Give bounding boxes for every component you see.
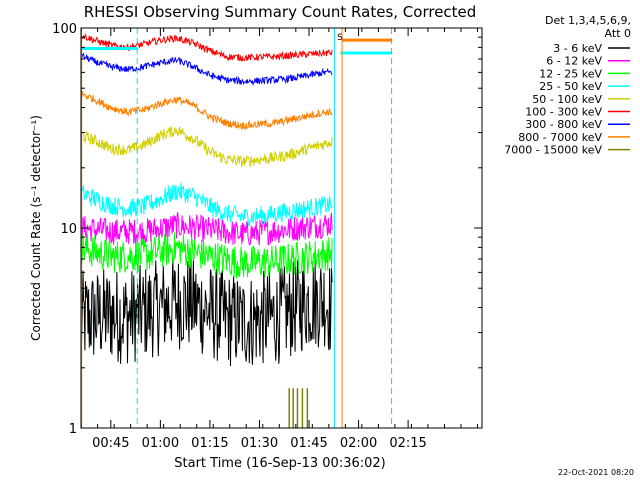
x-axis-label: Start Time (16-Sep-13 00:36:02): [174, 456, 385, 471]
post-gap-segments: [81, 38, 392, 55]
legend-label: 6 - 12 keV: [546, 55, 602, 68]
series-line: [80, 255, 333, 367]
series-800-7000-kev: [80, 91, 333, 131]
series-7000-15000-kev: [288, 388, 309, 428]
x-tick-label: 02:00: [340, 436, 377, 451]
legend-title: Det 1,3,4,5,6,9,: [545, 14, 631, 27]
legend-label: 800 - 7000 keV: [518, 131, 602, 144]
series-line: [80, 212, 333, 246]
legend-label: 50 - 100 keV: [532, 93, 602, 106]
series-300-800-kev: [80, 53, 333, 87]
y-tick-label: 1: [69, 422, 77, 437]
plot-timestamp: 22-Oct-2021 08:20: [558, 468, 634, 477]
legend-label: 25 - 50 keV: [539, 80, 602, 93]
legend-label: 3 - 6 keV: [553, 42, 602, 55]
saa-label: S: [337, 33, 343, 43]
legend-label: 12 - 25 keV: [539, 67, 602, 80]
x-tick-label: 00:45: [92, 436, 129, 451]
chart-title: RHESSI Observing Summary Count Rates, Co…: [84, 3, 477, 21]
y-axis: 1 10 100: [52, 22, 482, 437]
y-tick-label: 100: [52, 22, 77, 37]
series-12-25-kev: [80, 231, 333, 279]
legend-label: 7000 - 15000 keV: [504, 144, 602, 157]
x-tick-label: 01:00: [142, 436, 179, 451]
series-line: [80, 91, 333, 131]
x-tick-label: 01:45: [290, 436, 327, 451]
legend-subtitle: Att 0: [605, 27, 631, 40]
plot-area: S: [80, 28, 393, 428]
series-line: [80, 126, 333, 167]
series-line: [80, 53, 333, 87]
x-axis: 00:45 01:00 01:15 01:30 01:45 02:00 02:15: [80, 28, 478, 451]
series-3-6-kev: [80, 255, 333, 367]
series-50-100-kev: [80, 126, 333, 167]
x-tick-label: 01:30: [241, 436, 278, 451]
series-line: [80, 231, 333, 279]
x-tick-label: 02:15: [389, 436, 426, 451]
y-axis-label: Corrected Count Rate (s⁻¹ detector⁻¹): [29, 115, 43, 341]
series-line: [80, 182, 333, 227]
series-6-12-kev: [80, 212, 333, 246]
x-tick-label: 01:15: [191, 436, 228, 451]
series-25-50-kev: [80, 182, 333, 227]
y-tick-label: 10: [60, 222, 77, 237]
legend-label: 100 - 300 keV: [525, 106, 602, 119]
legend-label: 300 - 800 keV: [525, 118, 602, 131]
